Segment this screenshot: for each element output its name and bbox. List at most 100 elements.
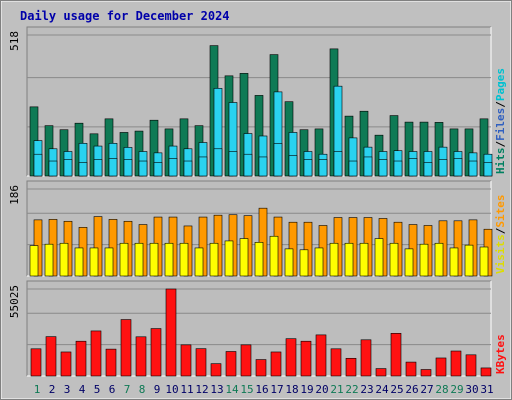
day-label: 16 <box>255 383 268 396</box>
panel-kbytes: 55025 KBytes <box>8 280 507 377</box>
sites-bar <box>284 248 294 277</box>
legend-item: Visits <box>494 234 507 274</box>
sites-bar <box>464 244 474 277</box>
panel-visits-sites: 186 Visits/Sites <box>8 180 507 277</box>
sites-bar <box>419 243 429 277</box>
y-axis-max-label: 518 <box>8 31 21 51</box>
pages-bar <box>408 158 418 177</box>
pages-bar <box>48 160 58 177</box>
day-label: 20 <box>315 383 328 396</box>
day-label: 22 <box>345 383 358 396</box>
day-label: 11 <box>180 383 193 396</box>
day-axis: 1 2 3 4 5 6 7 8 9 10 11 12 13 14 15 16 17 18 19 20 21 22 23 24 2… <box>34 383 494 396</box>
kbytes-bar <box>45 336 57 377</box>
pages-bar <box>423 162 433 177</box>
day-label: 29 <box>450 383 463 396</box>
day-label: 5 <box>94 383 101 396</box>
sites-bar <box>164 242 174 277</box>
kbytes-bar <box>75 340 87 377</box>
kbytes-bar <box>405 361 417 377</box>
kbytes-bar <box>450 350 462 377</box>
kbytes-bar <box>105 348 117 377</box>
legend-item: Files <box>494 108 507 141</box>
kbytes-bar <box>315 334 327 377</box>
pages-bar <box>213 148 223 177</box>
pages-bar <box>333 151 343 177</box>
legend-separator: / <box>494 141 507 148</box>
pages-bar <box>228 151 238 177</box>
pages-bar <box>78 162 88 177</box>
panel-legend: KBytes <box>494 334 507 374</box>
legend-item: Pages <box>494 68 507 101</box>
sites-bar <box>269 235 279 277</box>
pages-bar <box>483 162 493 177</box>
y-axis-max-label: 55025 <box>8 285 21 318</box>
day-label: 7 <box>124 383 131 396</box>
sites-bar <box>104 247 114 277</box>
pages-bar <box>288 155 298 177</box>
sites-bar <box>329 242 339 277</box>
sites-bar <box>449 247 459 277</box>
sites-bar <box>119 242 129 277</box>
day-label: 4 <box>79 383 86 396</box>
pages-bar <box>258 156 268 177</box>
pages-bar <box>63 159 73 177</box>
pages-bar <box>393 160 403 177</box>
day-label: 31 <box>480 383 493 396</box>
pages-bar <box>93 159 103 177</box>
sites-bar <box>194 247 204 277</box>
pages-bar <box>318 159 328 177</box>
kbytes-bar <box>360 339 372 377</box>
sites-bar <box>59 242 69 277</box>
kbytes-bar <box>345 357 357 377</box>
sites-bar <box>374 238 384 277</box>
day-label: 18 <box>285 383 298 396</box>
legend-separator: / <box>494 227 507 234</box>
pages-bar <box>123 159 133 177</box>
kbytes-bar <box>195 348 207 377</box>
kbytes-bar <box>270 351 282 377</box>
sites-bar <box>89 247 99 277</box>
kbytes-bar <box>135 336 147 377</box>
pages-bar <box>468 160 478 177</box>
sites-bar <box>179 242 189 277</box>
pages-bar <box>153 162 163 177</box>
pages-bar <box>348 160 358 177</box>
panel-legend: Visits/Sites <box>494 195 507 275</box>
chart-title: Daily usage for December 2024 <box>20 9 230 23</box>
kbytes-bar <box>210 363 222 377</box>
kbytes-bar <box>285 338 297 377</box>
kbytes-bar <box>120 319 132 377</box>
day-label: 8 <box>139 383 146 396</box>
sites-bar <box>254 242 264 277</box>
legend-separator: / <box>494 101 507 108</box>
kbytes-bar <box>480 367 492 377</box>
day-label: 27 <box>420 383 433 396</box>
sites-bar <box>134 242 144 277</box>
day-label: 13 <box>210 383 223 396</box>
kbytes-bar <box>30 348 42 377</box>
sites-bar <box>224 240 234 277</box>
sites-bar <box>314 247 324 277</box>
kbytes-bar <box>420 369 432 377</box>
day-label: 21 <box>330 383 343 396</box>
kbytes-bar <box>60 351 72 377</box>
kbytes-bar <box>435 357 447 377</box>
pages-bar <box>438 159 448 177</box>
pages-bar <box>198 156 208 177</box>
legend-item: Sites <box>494 195 507 228</box>
pages-bar <box>243 153 253 177</box>
day-label: 30 <box>465 383 478 396</box>
day-label: 3 <box>64 383 71 396</box>
day-label: 24 <box>375 383 389 396</box>
sites-bar <box>74 247 84 277</box>
pages-bar <box>33 153 43 177</box>
kbytes-bar <box>390 333 402 377</box>
day-label: 9 <box>154 383 161 396</box>
kbytes-bar <box>90 330 102 377</box>
day-label: 17 <box>270 383 283 396</box>
chart-panels: 518Hits/Files/Pages186Visits/Sites55025K… <box>8 26 507 377</box>
day-label: 23 <box>360 383 373 396</box>
